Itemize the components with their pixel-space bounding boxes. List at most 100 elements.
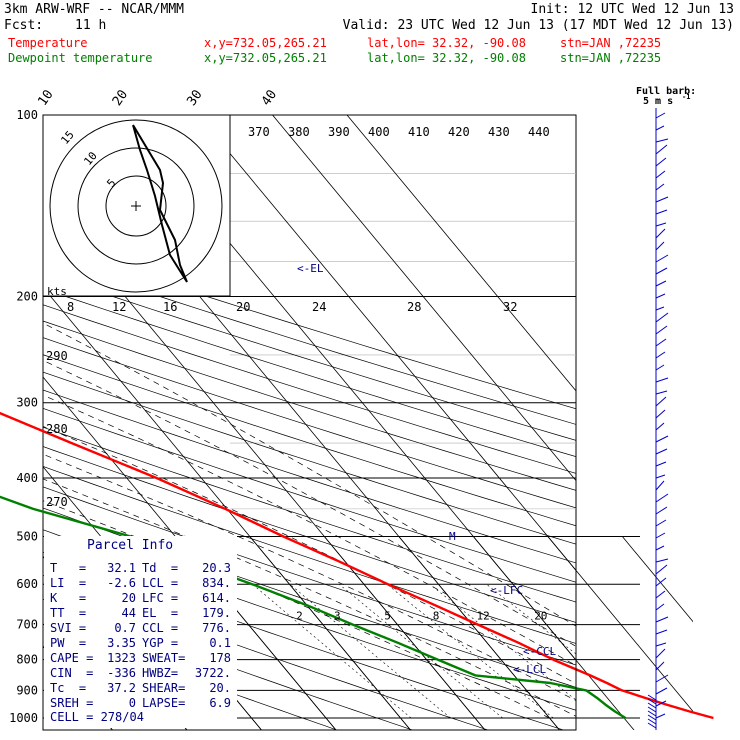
parcel-info-cell: Tc =	[50, 681, 87, 695]
moist-adiabat	[43, 478, 576, 717]
hodograph-ring	[105, 175, 167, 237]
level-marker-ccl: <-CCL	[523, 645, 556, 658]
wind-barb	[655, 112, 666, 119]
parcel-info-cell: T =	[50, 561, 87, 575]
theta-label-440: 440	[528, 125, 550, 139]
wind-barb	[655, 558, 669, 563]
wind-barb	[655, 312, 669, 323]
mixing-ratio-label-3: 3	[334, 610, 341, 623]
wind-barb	[655, 390, 668, 395]
wind-barb	[655, 590, 666, 599]
speed-scale-label-20: 20	[236, 300, 250, 314]
left-axis-label-290: 290	[46, 349, 68, 363]
wind-barb-low	[647, 706, 657, 713]
dry-adiabat	[43, 320, 576, 491]
wind-barb-low	[647, 714, 657, 721]
pressure-label-1000: 1000	[9, 711, 38, 725]
dewpoint-legend-name: Dewpoint temperature	[8, 51, 153, 65]
wind-barb	[655, 603, 665, 611]
wind-barb	[655, 532, 666, 539]
dewpoint-legend-stn: stn=JAN ,72235	[560, 51, 662, 65]
parcel-info-cell: 178	[209, 651, 231, 665]
parcel-info-cell: CCL =	[142, 621, 179, 635]
parcel-info-cell: Td =	[142, 561, 179, 575]
wind-barb	[655, 306, 665, 311]
level-marker-lcl: <-LCL	[513, 663, 546, 676]
wind-barb	[655, 157, 667, 167]
parcel-info-cell: SREH =	[50, 696, 94, 710]
init-time: Init: 12 UTC Wed 12 Jun 13	[530, 2, 735, 17]
pressure-label-900: 900	[16, 683, 38, 697]
wind-barb	[655, 338, 667, 347]
dry-adiabat	[43, 354, 576, 527]
pressure-label-400: 400	[16, 471, 38, 485]
dry-adiabat	[43, 446, 576, 623]
wind-barb	[655, 564, 668, 575]
parcel-info-title: Parcel Info	[87, 538, 174, 553]
barb-key-title: Full barb:	[636, 86, 697, 97]
parcel-info-cell: 44	[121, 606, 136, 620]
wind-barb	[655, 183, 665, 191]
wind-barb	[655, 144, 668, 155]
parcel-info-cell: LFC =	[142, 591, 179, 605]
theta-label-390: 390	[328, 125, 350, 139]
hodograph-ring	[77, 147, 195, 265]
temperature-label-20: 20	[110, 87, 131, 108]
isotherm	[272, 115, 576, 482]
speed-scale-label-8: 8	[67, 300, 74, 314]
wind-barb-low	[647, 710, 657, 717]
temperature-label-30: 30	[184, 87, 205, 108]
pressure-label-200: 200	[16, 290, 38, 304]
theta-label-370: 370	[248, 125, 270, 139]
parcel-info-cell: 0.7	[114, 621, 136, 635]
wind-barb	[655, 493, 669, 503]
isotherm-lower	[249, 536, 411, 730]
wind-barb	[655, 209, 668, 215]
pressure-label-100: 100	[16, 108, 38, 122]
isotherm-lower	[697, 536, 740, 730]
wind-barb	[655, 280, 667, 287]
forecast-hours: 11 h	[75, 18, 107, 33]
mixing-ratio-line	[486, 583, 576, 655]
dry-adiabat	[43, 426, 576, 603]
wind-barb	[655, 506, 668, 515]
mixing-ratio-line	[289, 583, 451, 719]
mixing-ratio-label-12: 12	[477, 610, 490, 623]
theta-label-420: 420	[448, 125, 470, 139]
isotherm-lower	[0, 536, 39, 730]
wind-barb	[655, 138, 669, 143]
parcel-info-cell: SWEAT=	[142, 651, 186, 665]
dry-adiabat	[43, 574, 490, 730]
wind-barb	[655, 674, 669, 683]
wind-barb	[655, 661, 665, 671]
moist-adiabat	[43, 322, 576, 627]
wind-barb	[655, 377, 669, 383]
wind-barb	[655, 629, 668, 635]
wind-barb	[655, 687, 668, 695]
theta-label-410: 410	[408, 125, 430, 139]
wind-barb-low	[647, 718, 657, 725]
barb-key-value: 5 m s	[643, 96, 674, 107]
dry-adiabat	[43, 242, 576, 410]
parcel-info-cell: -336	[107, 666, 136, 680]
mixing-ratio-label-5: 5	[384, 610, 391, 623]
temperature-label-40: 40	[259, 87, 280, 108]
wind-barb	[655, 480, 665, 491]
parcel-info-cell: YGP =	[142, 636, 179, 650]
parcel-info-cell: 6.9	[209, 696, 231, 710]
temperature-legend-stn: stn=JAN ,72235	[560, 36, 662, 50]
mixing-ratio-label-8: 8	[433, 610, 440, 623]
parcel-info-cell: LI =	[50, 576, 87, 590]
hodograph-units-label: kts	[47, 285, 67, 298]
wind-barb	[655, 125, 665, 131]
wind-barb	[655, 474, 666, 479]
pressure-label-800: 800	[16, 653, 38, 667]
mixing-ratio-line	[252, 583, 412, 719]
wind-barb	[655, 577, 667, 587]
wind-barb	[655, 254, 669, 263]
isotherm	[197, 115, 576, 572]
parcel-info-cell: TT =	[50, 606, 87, 620]
parcel-info-cell: CIN =	[50, 666, 94, 680]
wind-barb	[655, 170, 666, 179]
